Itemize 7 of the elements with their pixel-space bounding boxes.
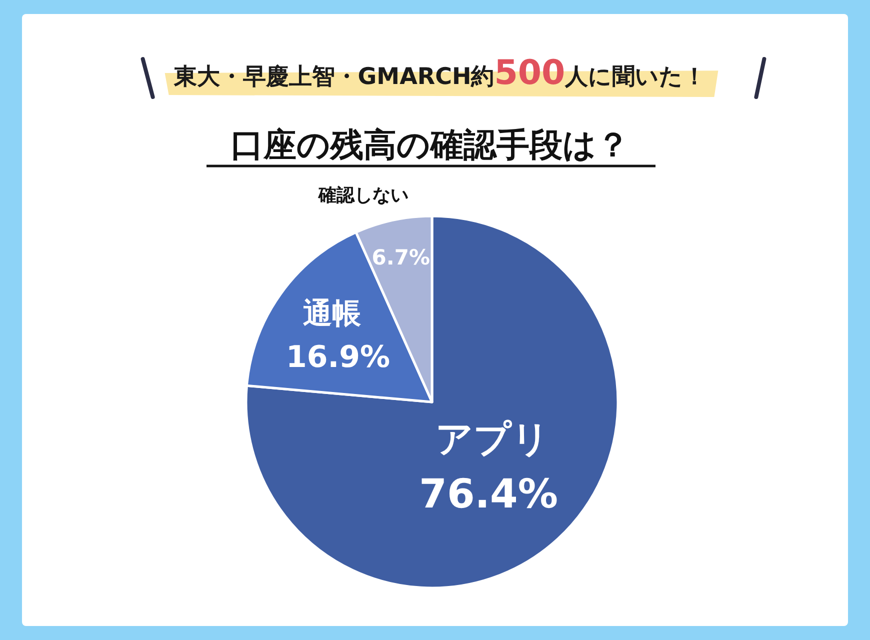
slice-label: アプリ: [436, 418, 550, 461]
slice-label: 通帳: [303, 296, 362, 330]
slice-label: 確認しない: [317, 184, 408, 206]
data-label: 6.7%: [372, 245, 430, 270]
chart-title: 口座の残高の確認手段は？: [230, 125, 630, 164]
data-label: 76.4%: [419, 472, 558, 518]
data-label: 16.9%: [286, 340, 390, 376]
